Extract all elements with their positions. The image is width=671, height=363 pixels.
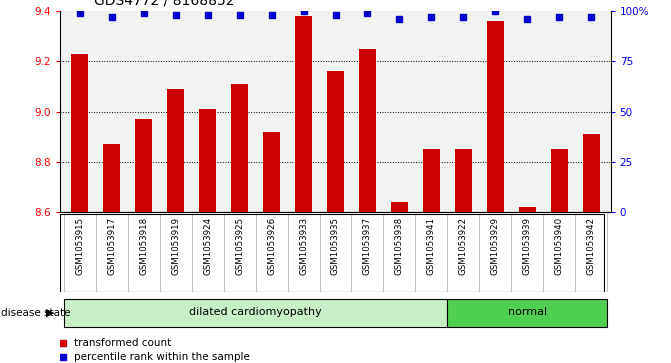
Bar — [64, 299, 448, 327]
Bar — [327, 71, 344, 212]
Text: GSM1053915: GSM1053915 — [75, 217, 84, 276]
Text: percentile rank within the sample: percentile rank within the sample — [74, 352, 250, 362]
Text: GSM1053933: GSM1053933 — [299, 217, 308, 276]
Bar — [423, 150, 440, 212]
Text: GSM1053935: GSM1053935 — [331, 217, 340, 276]
Text: GSM1053937: GSM1053937 — [363, 217, 372, 276]
Text: dilated cardiomyopathy: dilated cardiomyopathy — [189, 307, 322, 318]
Text: normal: normal — [508, 307, 547, 318]
Text: GSM1053917: GSM1053917 — [107, 217, 116, 276]
Bar — [391, 202, 408, 212]
Bar — [582, 134, 601, 212]
Bar — [455, 150, 472, 212]
Text: ▶: ▶ — [46, 308, 54, 318]
Bar — [486, 21, 504, 212]
Bar — [135, 119, 152, 212]
Bar — [519, 207, 536, 212]
Text: GSM1053926: GSM1053926 — [267, 217, 276, 276]
Text: GDS4772 / 8168852: GDS4772 / 8168852 — [94, 0, 234, 7]
Text: GSM1053939: GSM1053939 — [523, 217, 532, 275]
Text: GSM1053919: GSM1053919 — [171, 217, 180, 275]
Bar — [167, 89, 185, 212]
Bar — [295, 16, 312, 212]
Text: GSM1053918: GSM1053918 — [139, 217, 148, 276]
Text: GSM1053922: GSM1053922 — [459, 217, 468, 276]
Text: GSM1053941: GSM1053941 — [427, 217, 436, 276]
Bar — [70, 54, 89, 212]
Bar — [263, 132, 280, 212]
Bar — [231, 84, 248, 212]
Text: GSM1053938: GSM1053938 — [395, 217, 404, 276]
Text: transformed count: transformed count — [74, 338, 171, 348]
Bar — [103, 144, 120, 212]
Bar — [551, 150, 568, 212]
Text: GSM1053929: GSM1053929 — [491, 217, 500, 275]
Bar — [359, 49, 376, 212]
Text: GSM1053924: GSM1053924 — [203, 217, 212, 276]
Text: GSM1053925: GSM1053925 — [235, 217, 244, 276]
Bar — [448, 299, 607, 327]
Text: disease state: disease state — [1, 308, 70, 318]
Bar — [199, 109, 216, 212]
Text: GSM1053940: GSM1053940 — [555, 217, 564, 276]
Text: GSM1053942: GSM1053942 — [587, 217, 596, 276]
